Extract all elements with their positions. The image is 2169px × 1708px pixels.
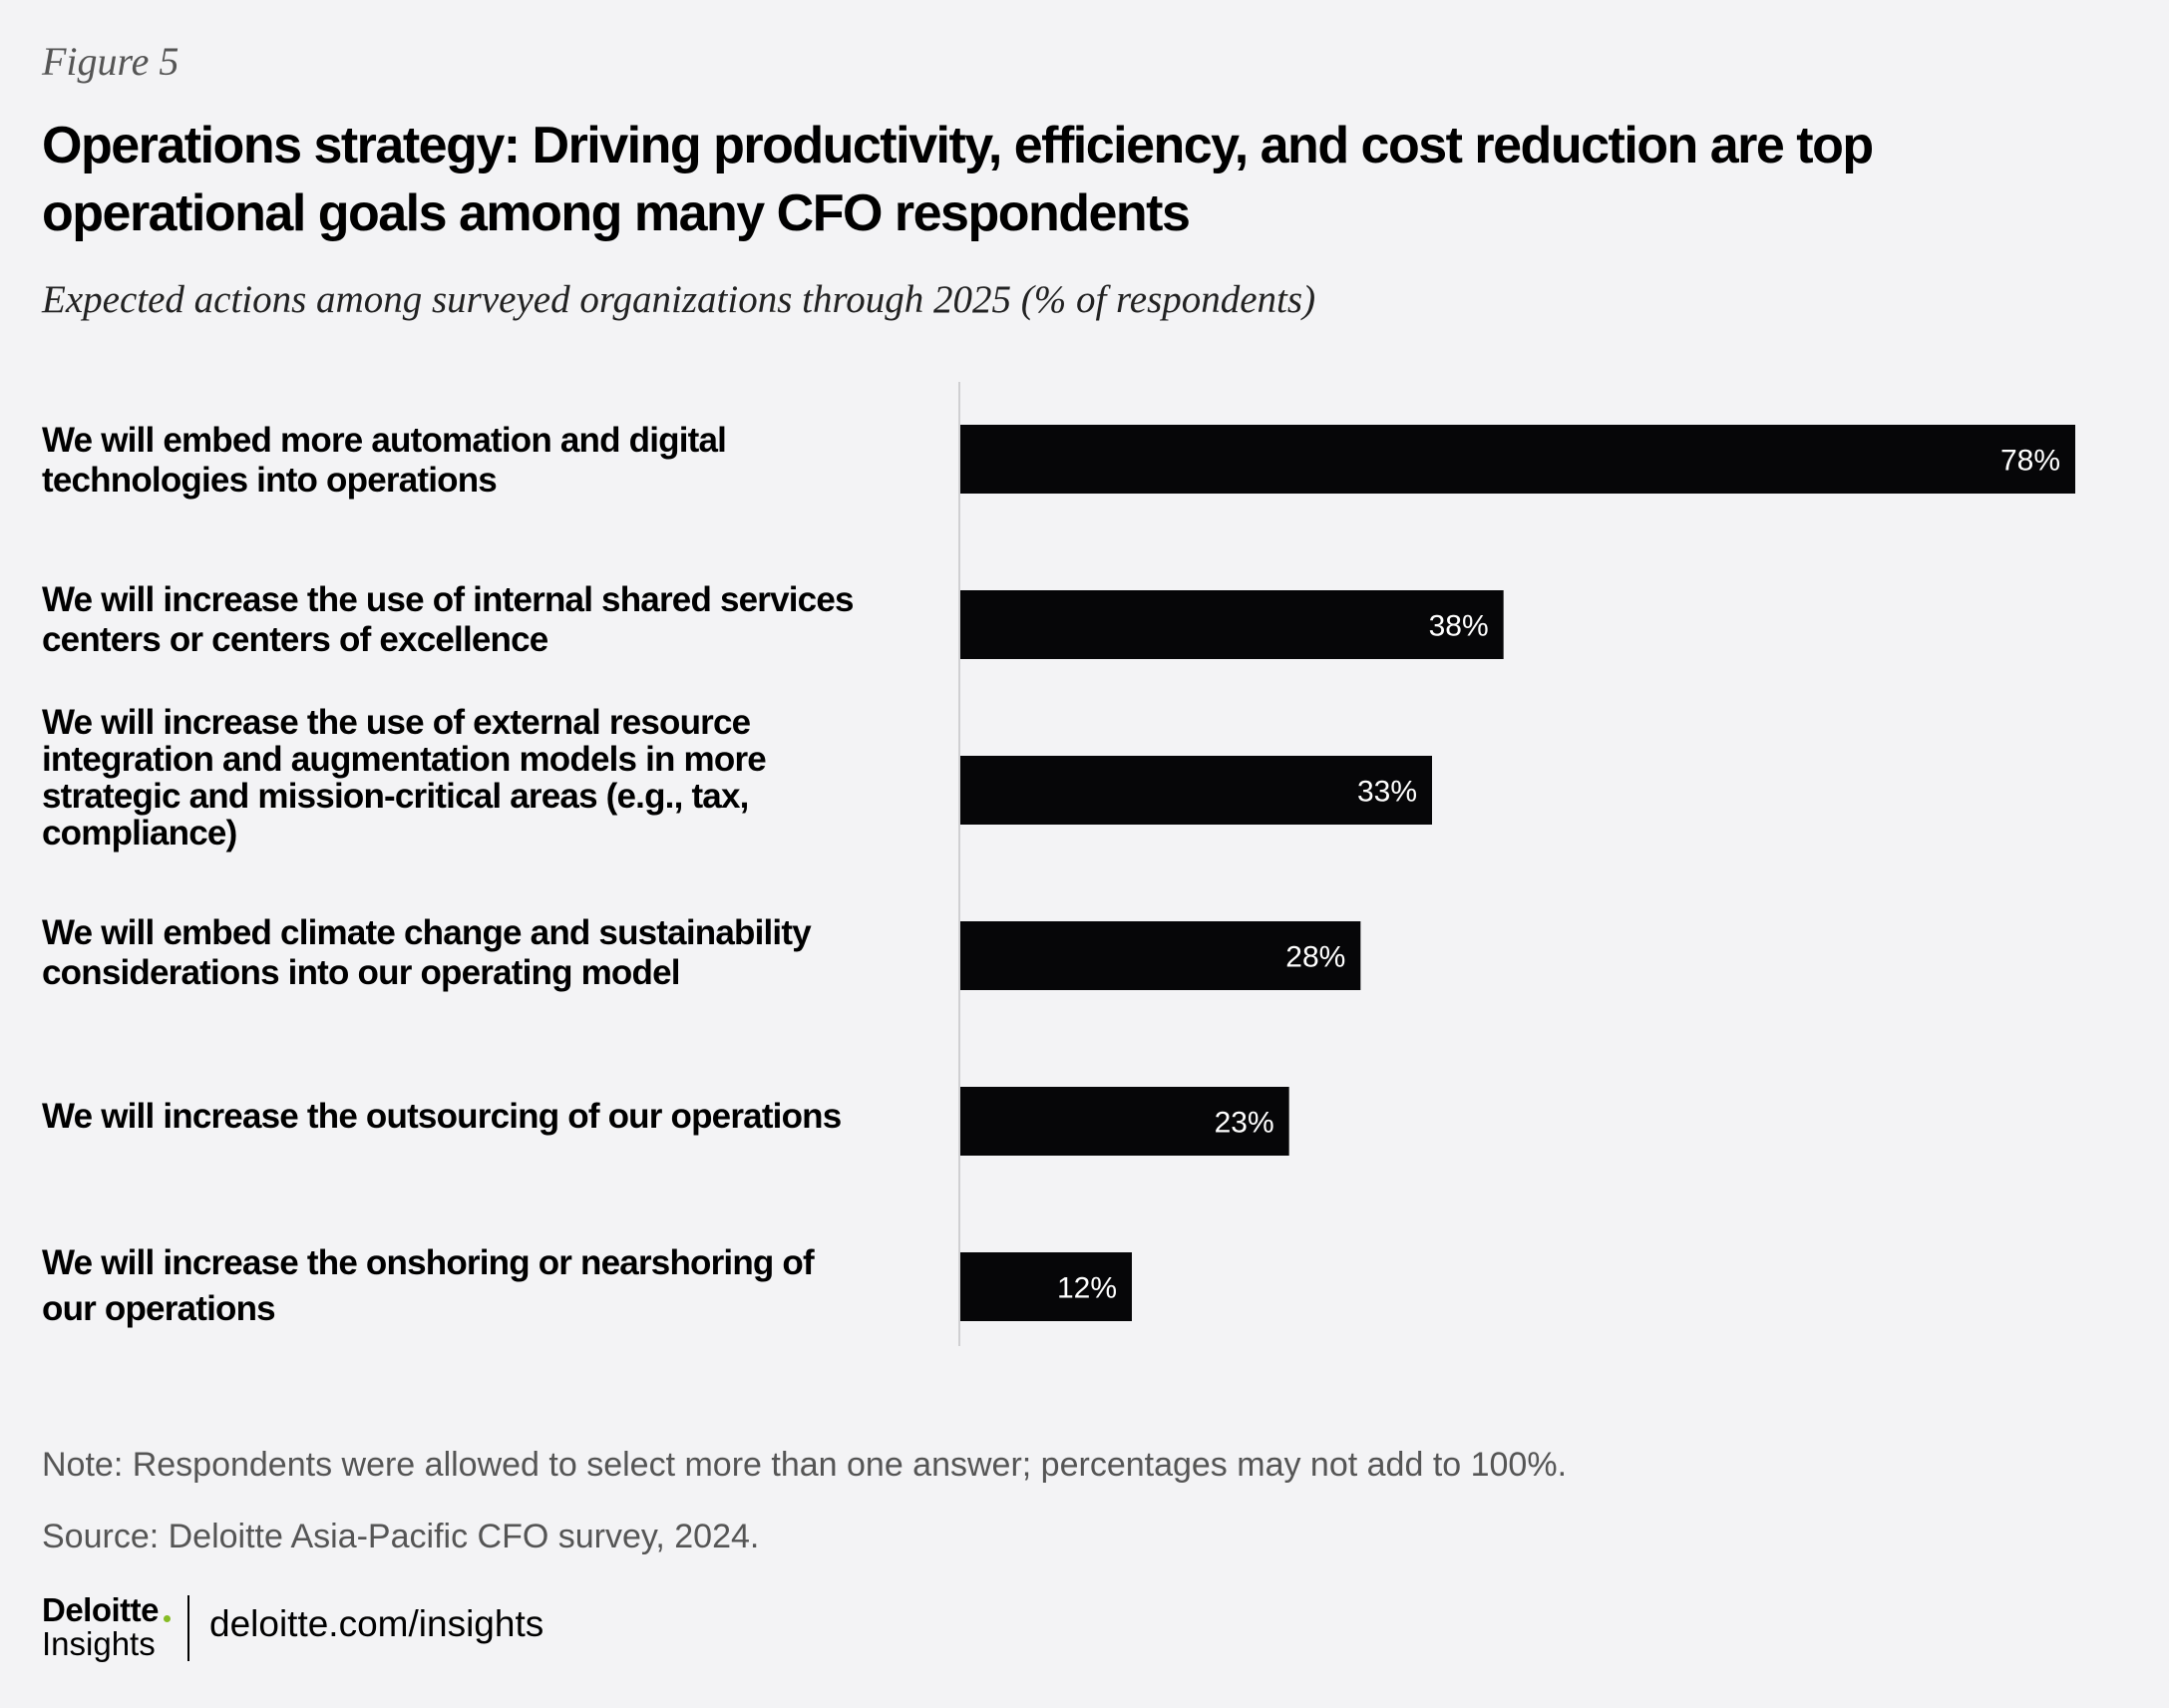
figure-label: Figure 5 bbox=[42, 39, 180, 84]
bar-4 bbox=[960, 921, 1361, 990]
chart-subtitle: Expected actions among surveyed organiza… bbox=[42, 278, 1316, 321]
category-label-3: We will increase the use of external res… bbox=[42, 703, 767, 853]
bar-value-label-6: 12% bbox=[1057, 1272, 1117, 1305]
chart-title: Operations strategy: Driving productivit… bbox=[42, 117, 1874, 242]
deloitte-logo: Deloitte bbox=[42, 1591, 160, 1628]
bar-3 bbox=[960, 756, 1432, 825]
insights-logo: Insights bbox=[42, 1625, 156, 1662]
bar-value-label-4: 28% bbox=[1285, 941, 1345, 974]
bar-value-label-3: 33% bbox=[1357, 776, 1417, 809]
bar-value-label-2: 38% bbox=[1429, 610, 1489, 643]
category-label-4: We will embed climate change and sustain… bbox=[42, 913, 812, 992]
category-label-6: We will increase the onshoring or nearsh… bbox=[42, 1243, 815, 1328]
logo-dot-icon bbox=[164, 1615, 171, 1622]
chart-note: Note: Respondents were allowed to select… bbox=[42, 1446, 1568, 1484]
site-url[interactable]: deloitte.com/insights bbox=[209, 1603, 544, 1644]
bar-5 bbox=[960, 1087, 1289, 1156]
logo-divider bbox=[187, 1595, 189, 1661]
bar-6 bbox=[960, 1252, 1132, 1321]
bar-value-label-5: 23% bbox=[1215, 1107, 1274, 1140]
chart-source: Source: Deloitte Asia-Pacific CFO survey… bbox=[42, 1518, 760, 1555]
category-label-1: We will embed more automation and digita… bbox=[42, 421, 727, 500]
bar-1 bbox=[960, 425, 2075, 494]
category-label-2: We will increase the use of internal sha… bbox=[42, 580, 854, 659]
bar-2 bbox=[960, 590, 1504, 659]
category-label-5: We will increase the outsourcing of our … bbox=[42, 1097, 842, 1136]
bar-value-label-1: 78% bbox=[2000, 445, 2060, 478]
